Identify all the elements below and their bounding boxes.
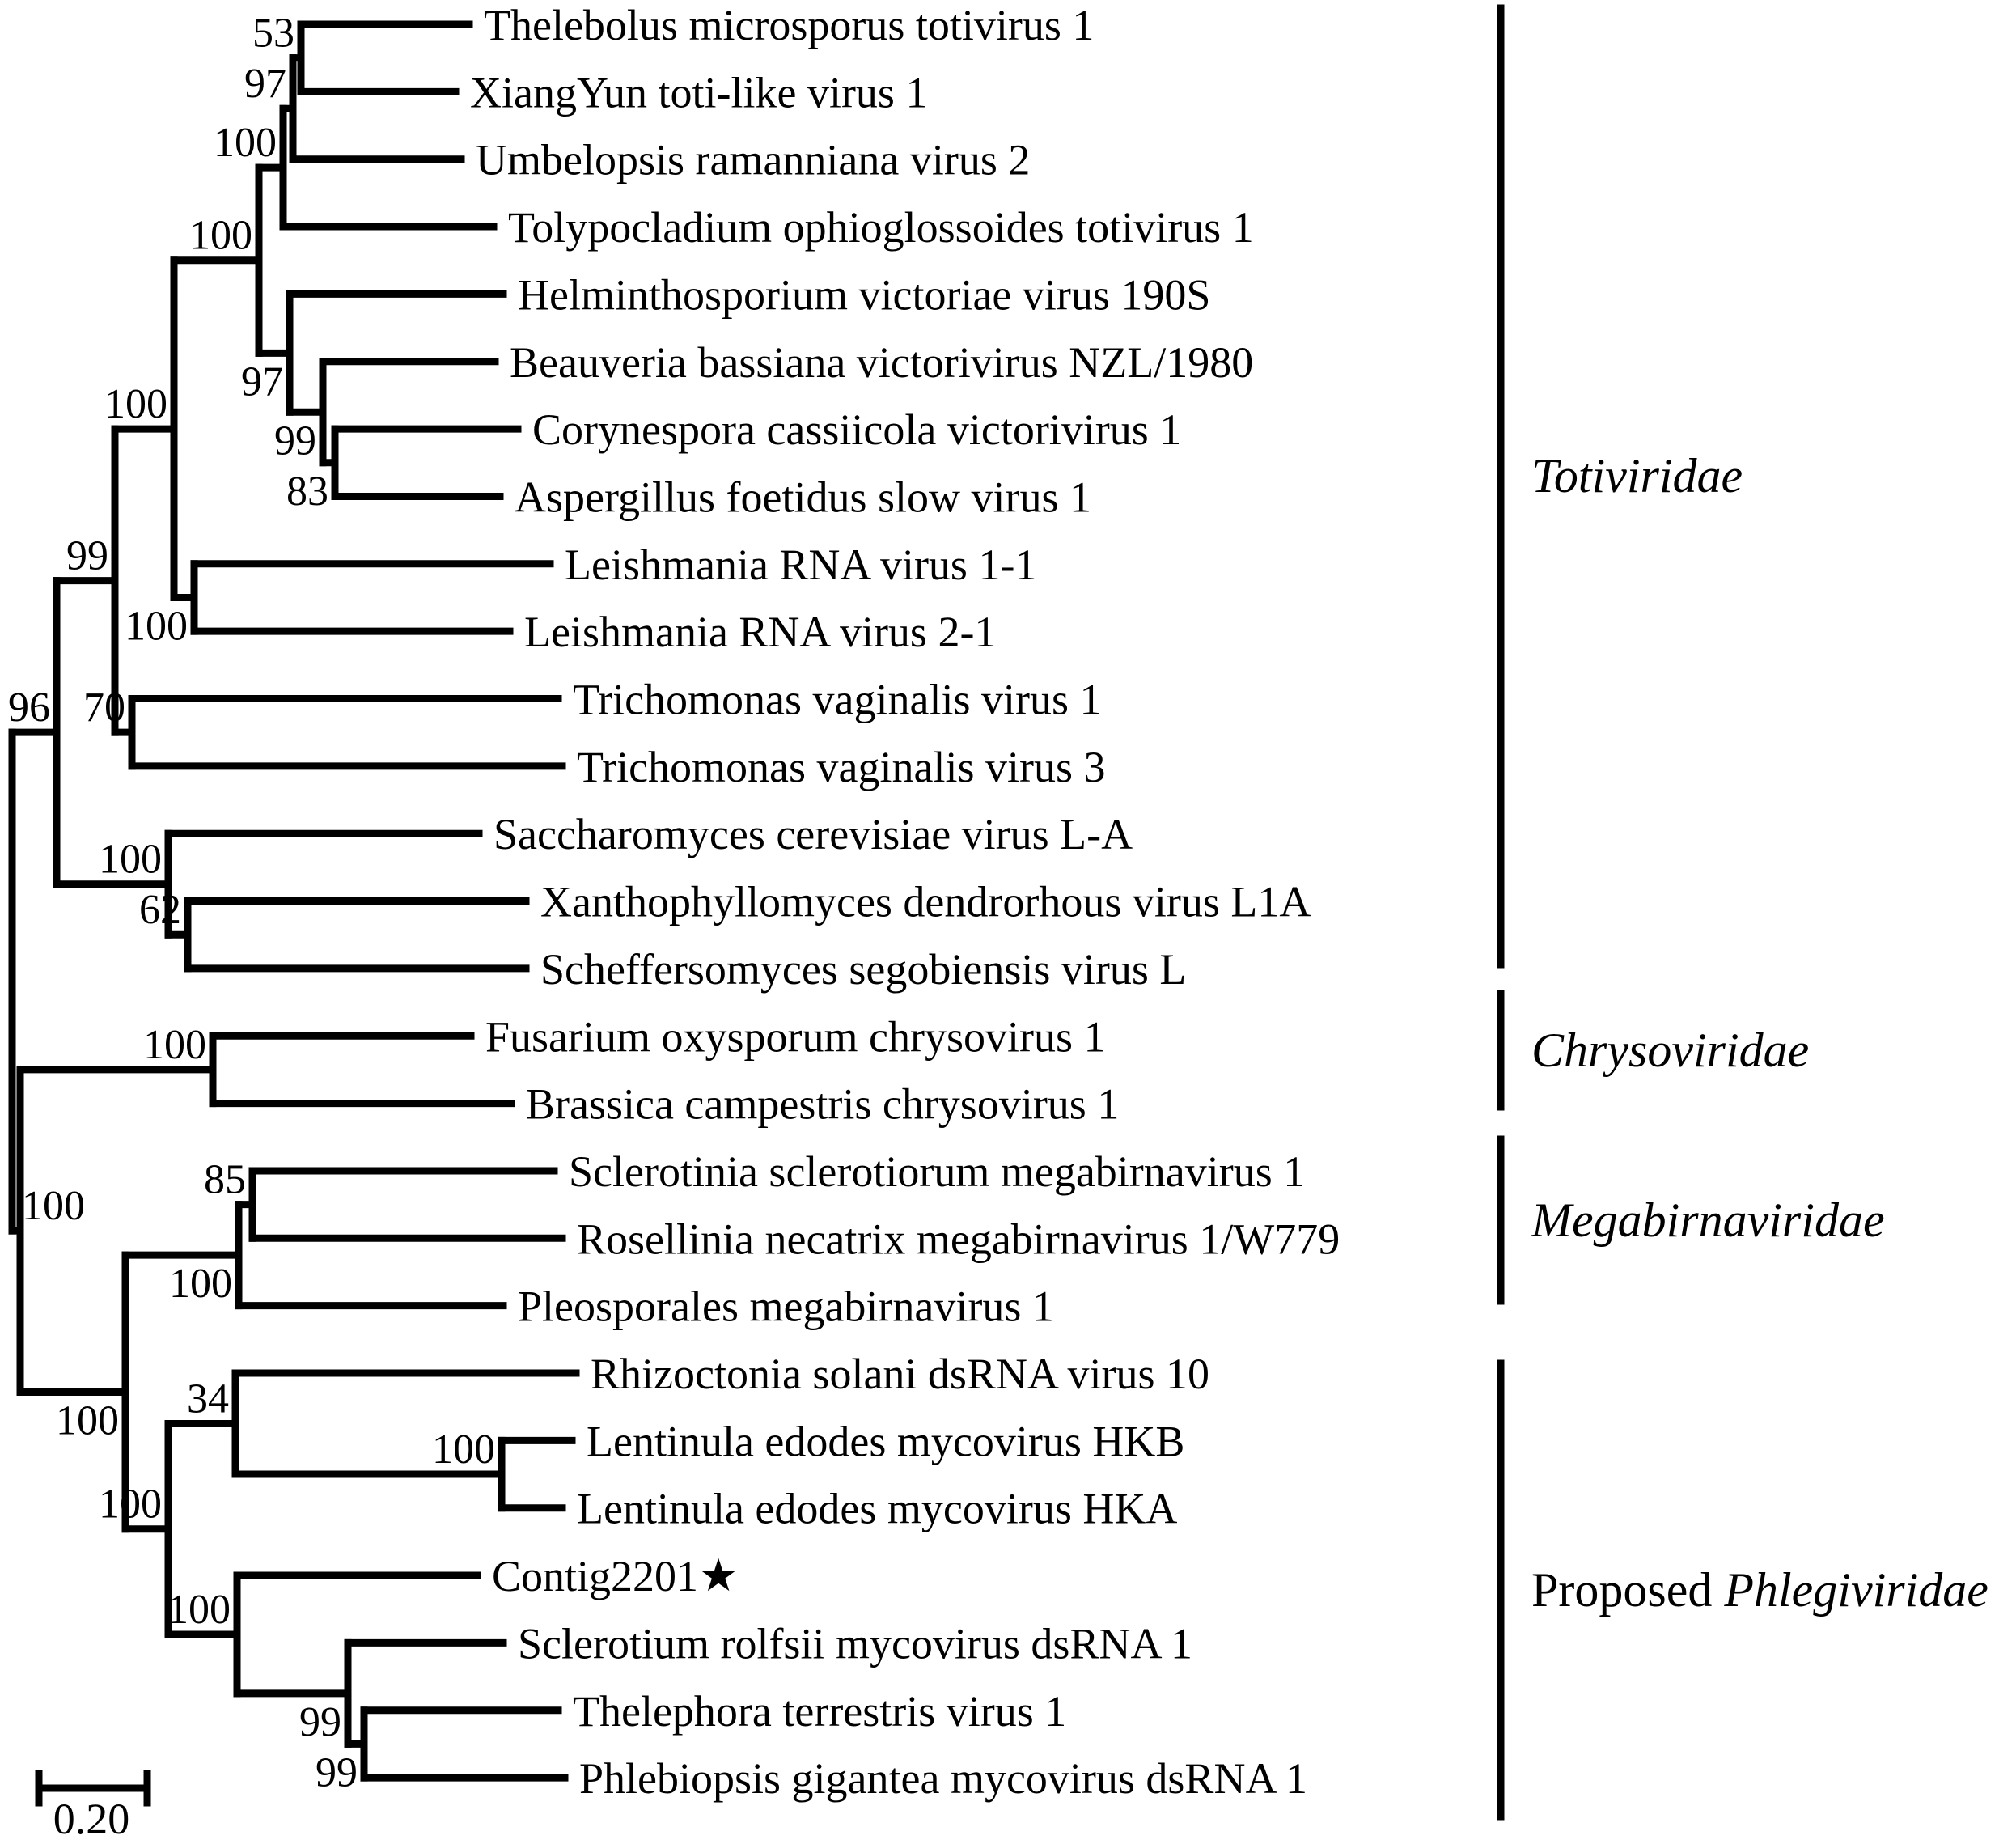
bootstrap-value: 99 (299, 1699, 341, 1745)
bootstrap-value: 62 (139, 887, 181, 933)
family-label-name: Totiviridae (1531, 449, 1743, 502)
taxon-label: Sclerotium rolfsii mycovirus dsRNA 1 (518, 1619, 1192, 1668)
taxon-label: Rosellinia necatrix megabirnavirus 1/W77… (577, 1214, 1340, 1263)
taxon-label: Lentinula edodes mycovirus HKA (577, 1485, 1177, 1533)
taxon-label: Helminthosporium victoriae virus 190S (518, 270, 1210, 319)
bootstrap-value: 85 (204, 1157, 246, 1203)
taxon-label: Umbelopsis ramanniana virus 2 (476, 136, 1030, 184)
taxon-label: Sclerotinia sclerotiorum megabirnavirus … (569, 1147, 1305, 1196)
taxon-label: Leishmania RNA virus 2-1 (524, 608, 996, 656)
family-label-name: Phlegiviridae (1723, 1563, 1988, 1617)
taxon-label: Tolypocladium ophioglossoides totivirus … (508, 203, 1254, 252)
bootstrap-value: 99 (66, 533, 108, 579)
family-label-name: Megabirnaviridae (1531, 1193, 1885, 1247)
bootstrap-value: 100 (125, 603, 188, 649)
taxon-label: Trichomonas vaginalis virus 1 (573, 676, 1101, 724)
taxon-label: XiangYun toti-like virus 1 (470, 68, 927, 117)
bootstrap-value: 100 (99, 837, 162, 883)
bootstrap-value: 99 (316, 1749, 358, 1795)
family-label-name: Chrysoviridae (1531, 1024, 1809, 1077)
taxon-label: Xanthophyllomyces dendrorhous virus L1A (540, 878, 1311, 926)
scale-bar-label: 0.20 (53, 1795, 130, 1840)
family-label: Totiviridae (1531, 449, 1743, 502)
bootstrap-value: 100 (167, 1587, 231, 1633)
bootstrap-value: 83 (286, 468, 328, 515)
taxon-label: Aspergillus foetidus slow virus 1 (515, 473, 1091, 521)
bootstrap-value: 100 (214, 120, 277, 166)
star-icon: ★ (698, 1549, 739, 1602)
family-label: Chrysoviridae (1531, 1024, 1809, 1077)
taxon-label: Brassica campestris chrysovirus 1 (526, 1080, 1119, 1129)
bootstrap-value: 100 (189, 213, 252, 259)
taxon-label: Thelebolus microsporus totivirus 1 (484, 1, 1094, 49)
bootstrap-value: 100 (143, 1022, 206, 1068)
family-label: Proposed Phlegiviridae (1531, 1563, 1988, 1617)
taxon-label: Rhizoctonia solani dsRNA virus 10 (591, 1350, 1209, 1398)
taxon-label: Fusarium oxysporum chrysovirus 1 (485, 1012, 1105, 1061)
bootstrap-value: 99 (274, 418, 316, 464)
family-label-prefix: Proposed (1531, 1563, 1724, 1617)
bootstrap-value: 100 (104, 381, 167, 427)
taxon-label: Phlebiopsis gigantea mycovirus dsRNA 1 (579, 1754, 1307, 1803)
taxon-label: Thelephora terrestris virus 1 (573, 1687, 1066, 1736)
taxon-label: Scheffersomyces segobiensis virus L (540, 945, 1186, 994)
bootstrap-value: 100 (99, 1482, 162, 1528)
family-label: Megabirnaviridae (1531, 1193, 1885, 1247)
taxon-label: Trichomonas vaginalis virus 3 (577, 743, 1105, 791)
taxon-label: Corynespora cassiicola victorivirus 1 (532, 405, 1181, 454)
bootstrap-value: 97 (241, 358, 283, 405)
taxon-label: Lentinula edodes mycovirus HKB (587, 1417, 1184, 1465)
taxon-label: Saccharomyces cerevisiae virus L-A (493, 810, 1133, 858)
bootstrap-value: 34 (187, 1376, 229, 1422)
bootstrap-value: 70 (83, 685, 125, 731)
bootstrap-value: 100 (169, 1261, 232, 1307)
bootstrap-value: 100 (432, 1426, 495, 1473)
taxon-label: Contig2201★ (492, 1549, 739, 1602)
bootstrap-value: 97 (244, 61, 286, 107)
taxon-label: Leishmania RNA virus 1-1 (565, 540, 1036, 589)
bootstrap-value: 100 (22, 1183, 85, 1229)
bootstrap-value: 100 (56, 1397, 119, 1443)
taxon-label: Pleosporales megabirnavirus 1 (518, 1282, 1054, 1331)
taxon-label: Beauveria bassiana victorivirus NZL/1980 (510, 338, 1253, 387)
bootstrap-value: 53 (252, 11, 294, 57)
bootstrap-value: 96 (8, 685, 50, 731)
